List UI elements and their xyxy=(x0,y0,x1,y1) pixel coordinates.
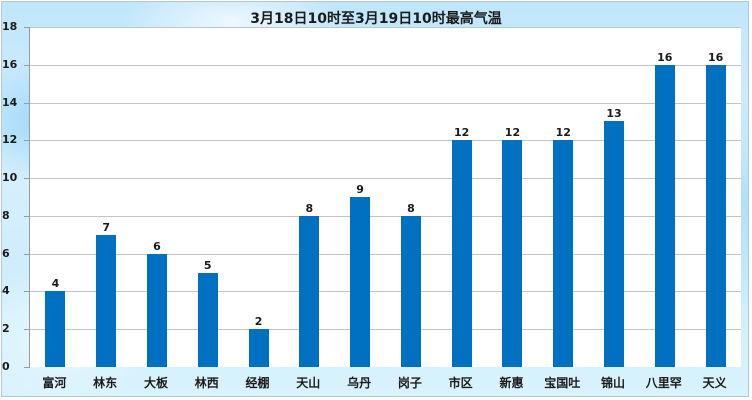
bar-value-label: 12 xyxy=(555,126,571,140)
x-category-label: 锦山 xyxy=(601,376,626,390)
x-category-label: 乌丹 xyxy=(347,376,372,390)
x-category-label: 大板 xyxy=(143,376,168,390)
gridline xyxy=(30,215,741,217)
y-tick xyxy=(24,178,30,180)
bar-9 xyxy=(451,140,472,367)
bar-value-label: 13 xyxy=(606,107,622,121)
bar-3 xyxy=(146,253,167,367)
gridline xyxy=(30,140,741,142)
bar-value-label: 2 xyxy=(254,315,263,329)
plot-area: 4 7 6 5 2 8 9 8 12 12 12 13 16 16 xyxy=(24,27,741,368)
bar-13 xyxy=(654,64,675,367)
bar-2 xyxy=(96,234,117,367)
bar-value-label: 6 xyxy=(153,239,161,253)
y-tick-label: 10 xyxy=(2,171,18,185)
bar-6 xyxy=(299,215,320,367)
bar-value-label: 16 xyxy=(707,50,724,64)
bar-value-label: 7 xyxy=(102,220,110,234)
bar-11 xyxy=(553,140,574,367)
y-tick-label: 18 xyxy=(2,20,18,33)
bar-value-label: 16 xyxy=(657,50,673,64)
bar-value-label: 5 xyxy=(203,258,212,272)
gridline xyxy=(30,64,741,66)
x-category-label: 林西 xyxy=(194,376,219,390)
gridline xyxy=(30,291,741,293)
bar-value-label: 9 xyxy=(356,183,364,196)
bar-value-label: 4 xyxy=(51,277,60,291)
x-category-label: 新惠 xyxy=(499,376,524,390)
bar-5 xyxy=(248,329,269,367)
x-category-label: 天义 xyxy=(702,376,727,390)
y-tick-label: 0 xyxy=(2,360,10,373)
y-tick xyxy=(24,253,30,255)
bar-12 xyxy=(604,121,625,367)
x-category-label: 天山 xyxy=(296,376,321,390)
bar-14 xyxy=(705,64,726,367)
chart-title: 3月18日10时至3月19日10时最高气温 xyxy=(250,11,502,27)
gridline xyxy=(30,27,741,28)
y-tick-label: 2 xyxy=(2,322,10,336)
bar-value-label: 8 xyxy=(407,201,415,215)
bar-7 xyxy=(350,197,371,367)
x-category-label: 经棚 xyxy=(245,376,270,390)
bar-8 xyxy=(400,215,421,367)
gridline xyxy=(30,329,741,331)
y-tick-label: 6 xyxy=(2,246,10,260)
y-tick-label: 14 xyxy=(2,95,18,109)
y-tick xyxy=(24,329,30,331)
gridline xyxy=(30,102,741,104)
y-tick xyxy=(24,27,30,28)
gridline xyxy=(30,253,741,255)
bar-value-label: 8 xyxy=(305,201,314,215)
bar-4 xyxy=(197,272,218,367)
y-tick-label: 8 xyxy=(2,208,10,222)
x-category-label: 八里罕 xyxy=(645,376,682,390)
bar-1 xyxy=(45,291,66,367)
y-tick-label: 4 xyxy=(2,284,10,298)
y-tick xyxy=(24,367,30,368)
x-category-label: 市区 xyxy=(448,376,473,390)
y-tick xyxy=(24,291,30,293)
y-tick-label: 16 xyxy=(2,57,18,71)
y-tick xyxy=(24,102,30,104)
x-category-label: 岗子 xyxy=(397,376,422,390)
gridline xyxy=(30,178,741,180)
y-tick xyxy=(24,140,30,142)
x-category-label: 宝国吐 xyxy=(544,376,581,390)
y-tick xyxy=(24,215,30,217)
y-tick xyxy=(24,64,30,66)
bar-10 xyxy=(502,140,523,367)
y-tick-label: 12 xyxy=(2,133,18,147)
bar-value-label: 12 xyxy=(504,126,521,140)
bar-value-label: 12 xyxy=(454,126,470,140)
x-category-label: 林东 xyxy=(93,376,118,390)
x-category-label: 富河 xyxy=(42,376,67,390)
